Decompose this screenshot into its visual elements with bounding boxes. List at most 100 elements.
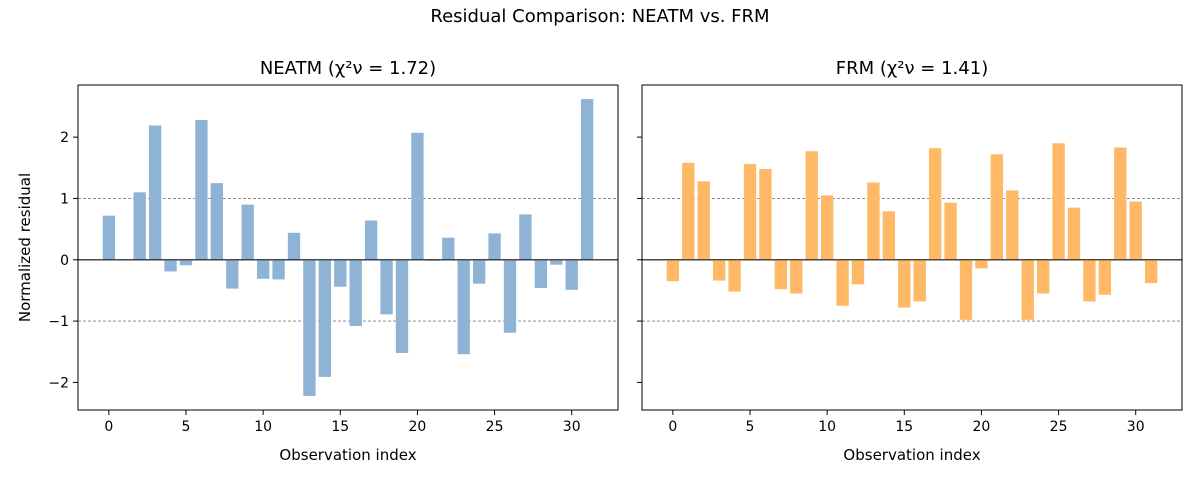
neatm-y-axis-label: Normalized residual [16,173,34,322]
frm-bar [805,151,818,260]
frm-bar [697,181,710,260]
neatm-bar [179,259,193,266]
neatm-bar [364,220,378,260]
neatm-bar [519,214,532,260]
neatm-bar [164,259,177,272]
neatm-bar [256,259,270,279]
neatm-bar [442,237,455,260]
neatm-bar [380,259,393,315]
neatm-bar [457,259,470,355]
neatm-x-tick-label: 0 [104,419,113,435]
neatm-bar [195,119,208,260]
frm-bar [666,259,680,282]
frm-x-tick-label: 25 [1050,419,1068,435]
neatm-bar [550,259,563,265]
frm-bar [712,259,726,281]
frm-bar [1021,259,1034,320]
frm-bar [990,154,1004,260]
neatm-y-tick-label: 0 [60,253,69,269]
figure-title: Residual Comparison: NEATM vs. FRM [430,6,770,27]
frm-bar [913,259,926,302]
frm-bar [1006,190,1019,260]
frm-bar [1052,143,1065,260]
neatm-axes-frame [77,84,619,411]
panel-frm: FRM (χ²ν = 1.41) 0 5 10 15 20 25 30 Observation … [637,58,1183,464]
frm-bar [1067,207,1081,260]
frm-title: FRM (χ²ν = 1.41) [836,58,988,79]
neatm-bar [411,132,424,260]
frm-bar [944,202,957,260]
neatm-bar [210,183,224,260]
frm-bar [928,148,942,260]
neatm-title: NEATM (χ²ν = 1.72) [260,58,436,79]
neatm-x-tick-label: 20 [409,419,427,435]
frm-x-tick-label: 5 [746,419,755,435]
frm-bar [1144,259,1158,284]
frm-bar [959,259,973,320]
neatm-bar [226,259,239,289]
neatm-x-tick-label: 10 [254,419,272,435]
frm-x-tick-label: 15 [895,419,913,435]
neatm-bar [349,259,362,326]
neatm-x-axis-label: Observation index [279,446,416,464]
neatm-title-prefix: NEATM ( [260,58,335,79]
neatm-bar [503,259,517,333]
frm-bar [759,169,772,260]
neatm-x-tick-label: 15 [331,419,349,435]
neatm-bar [488,233,501,260]
frm-bar [790,259,803,294]
frm-axes-frame [641,84,1183,411]
frm-x-tick-label: 0 [668,419,677,435]
frm-bar [898,259,911,308]
neatm-y-tick-label: −2 [48,375,69,391]
neatm-y-tick-label: −1 [48,314,69,330]
neatm-bar [472,259,486,284]
neatm-x-tick-label: 30 [563,419,581,435]
frm-bar [728,259,741,292]
frm-bar [1114,147,1127,260]
neatm-y-tick-label: 1 [60,191,69,207]
frm-bar [975,259,988,269]
frm-bar [867,182,880,260]
frm-bar [851,259,865,285]
frm-bar [882,211,896,260]
neatm-bar [303,259,316,396]
frm-bar [820,195,834,260]
neatm-bar [241,204,254,260]
neatm-bar [426,259,440,261]
frm-x-tick-label: 10 [818,419,836,435]
neatm-x-tick-label: 5 [182,419,191,435]
neatm-bar [334,259,347,287]
frm-title-stat: χ²ν = 1.41 [887,58,981,79]
neatm-bar [148,125,162,260]
frm-title-prefix: FRM ( [836,58,887,79]
panel-neatm: NEATM (χ²ν = 1.72) 0 5 10 15 20 25 30 −2 −1 0 1 2 Obs… [16,58,619,464]
neatm-y-tick-label: 2 [60,130,69,146]
frm-bar [1083,259,1096,302]
neatm-bar [534,259,548,288]
neatm-title-stat: χ²ν = 1.72 [335,58,429,79]
frm-bar [1098,259,1112,295]
neatm-x-tick-label: 25 [486,419,504,435]
frm-x-tick-label: 30 [1127,419,1145,435]
neatm-bar [133,192,146,260]
frm-bar [1129,201,1142,260]
neatm-bar [565,259,578,290]
frm-bar [774,259,788,290]
neatm-bar [287,232,301,260]
neatm-bar [272,259,285,280]
frm-bar [743,164,757,260]
neatm-bar [395,259,409,353]
neatm-bar [580,99,594,260]
frm-x-tick-label: 20 [973,419,991,435]
neatm-bar [318,259,332,377]
frm-bar [1036,259,1050,294]
frm-title-suffix: ) [981,58,988,79]
frm-bar [682,162,695,260]
frm-x-axis-label: Observation index [843,446,980,464]
neatm-title-suffix: ) [429,58,436,79]
neatm-bar [102,215,116,260]
frm-bar [836,259,849,306]
